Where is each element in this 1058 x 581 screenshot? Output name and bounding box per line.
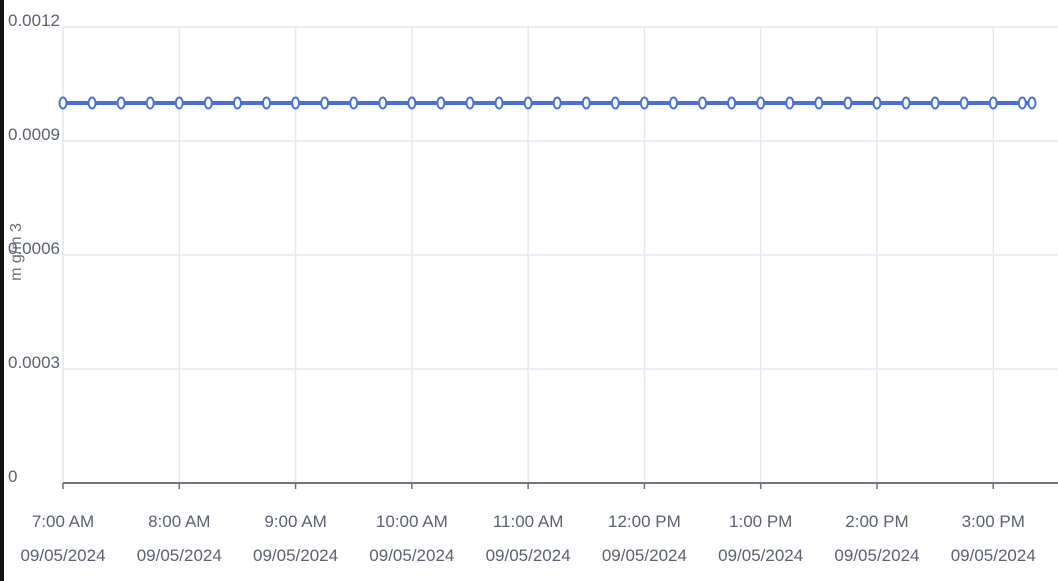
data-point	[552, 96, 562, 110]
data-point	[930, 96, 940, 110]
data-point	[581, 96, 591, 110]
x-tick-label-time: 9:00 AM	[264, 512, 326, 531]
data-point	[436, 96, 446, 110]
data-point	[116, 96, 126, 110]
x-tick-label-time: 1:00 PM	[729, 512, 792, 531]
y-axis: 0 0.0003 0.0006 0.0009 0.0012	[8, 11, 60, 486]
data-point	[698, 96, 708, 110]
data-point	[232, 96, 242, 110]
data-point	[639, 96, 649, 110]
data-point	[58, 96, 68, 110]
x-tick-label-time: 10:00 AM	[376, 512, 448, 531]
data-point	[261, 96, 271, 110]
x-tick-label-date: 09/05/2024	[20, 546, 105, 565]
data-point	[610, 96, 620, 110]
data-point	[465, 96, 475, 110]
data-point	[320, 96, 330, 110]
data-point	[872, 96, 882, 110]
x-tick-label-date: 09/05/2024	[602, 546, 687, 565]
y-tick-label: 0.0006	[8, 239, 60, 258]
data-point	[668, 96, 678, 110]
data-point	[523, 96, 533, 110]
data-point	[174, 96, 184, 110]
x-tick-label-date: 09/05/2024	[834, 546, 919, 565]
y-tick-label: 0.0003	[8, 353, 60, 372]
x-tick-label-date: 09/05/2024	[253, 546, 338, 565]
x-tick-label-date: 09/05/2024	[718, 546, 803, 565]
data-point	[727, 96, 737, 110]
x-tick-label-time: 11:00 AM	[493, 512, 564, 531]
x-tick-label-date: 09/05/2024	[137, 546, 222, 565]
x-tick-label-time: 7:00 AM	[32, 512, 94, 531]
x-tick-label-date: 09/05/2024	[369, 546, 454, 565]
data-point	[959, 96, 969, 110]
y-tick-label: 0.0012	[8, 11, 60, 30]
data-point	[145, 96, 155, 110]
data-point	[203, 96, 213, 110]
y-axis-title: m g/m 3	[8, 223, 25, 281]
x-tick-label-time: 8:00 AM	[148, 512, 210, 531]
data-point	[756, 96, 766, 110]
x-axis: 7:00 AM 09/05/2024 8:00 AM 09/05/2024 9:00 A…	[20, 482, 1058, 565]
data-point	[407, 96, 417, 110]
data-point	[901, 96, 911, 110]
data-point	[988, 96, 998, 110]
data-point	[494, 96, 504, 110]
data-point	[378, 96, 388, 110]
data-point	[87, 96, 97, 110]
x-tick-label-time: 3:00 PM	[962, 512, 1025, 531]
data-point	[785, 96, 795, 110]
x-tick-label-time: 12:00 PM	[608, 512, 681, 531]
data-point	[843, 96, 853, 110]
data-point	[1027, 96, 1037, 110]
data-point	[1017, 96, 1027, 110]
window-left-edge	[0, 0, 4, 581]
series-group	[58, 96, 1037, 110]
x-tick-label-time: 2:00 PM	[845, 512, 908, 531]
x-tick-label-date: 09/05/2024	[951, 546, 1036, 565]
grid-lines	[62, 26, 1058, 483]
data-point	[291, 96, 301, 110]
y-tick-label: 0	[8, 467, 17, 486]
x-tick-label-date: 09/05/2024	[486, 546, 571, 565]
y-tick-label: 0.0009	[8, 125, 60, 144]
data-point	[814, 96, 824, 110]
data-point	[349, 96, 359, 110]
